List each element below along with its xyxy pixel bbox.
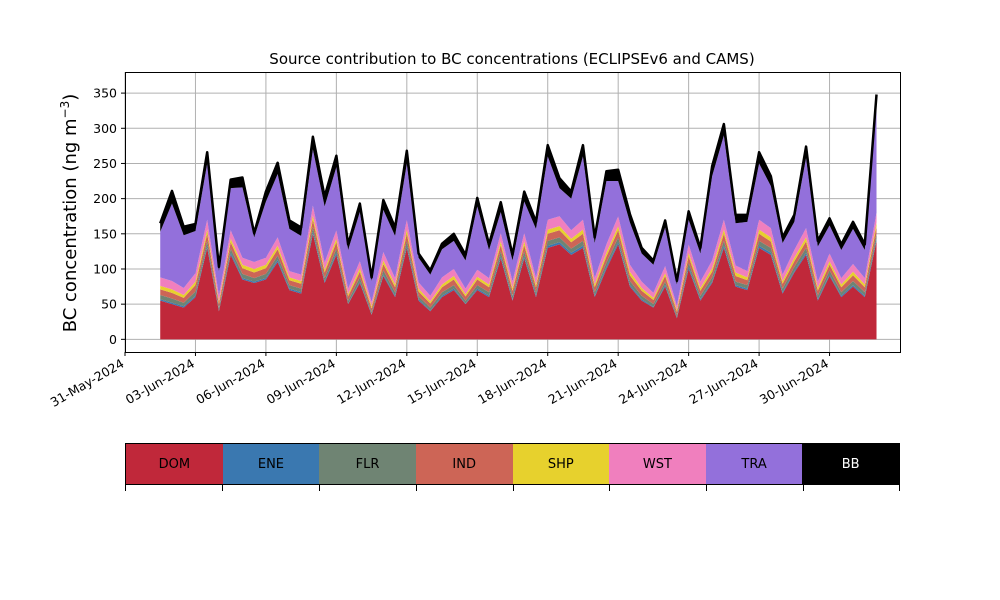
x-tick-label: 30-Jun-2024 [757,356,831,407]
colorbar-ticks [125,485,900,491]
y-axis-label-close: ) [60,94,81,101]
y-axis-label-main: BC concentration (ng m [60,118,81,332]
total-concentration-line [159,94,878,283]
x-tick-label: 06-Jun-2024 [193,356,267,407]
y-tick-label: 50 [101,297,117,312]
colorbar-tick [221,485,223,491]
legend-item-dom: DOM [126,444,223,484]
legend-item-bb: BB [802,444,899,484]
legend-item-shp: SHP [512,444,610,484]
y-tick-label: 300 [93,121,117,136]
x-tick-label: 12-Jun-2024 [334,356,408,407]
y-tick-label: 250 [93,156,117,171]
colorbar-tick [706,485,708,491]
y-tick-label: 350 [93,86,117,101]
area-tra [160,107,877,306]
x-tick-label: 27-Jun-2024 [686,356,760,407]
x-tick-label: 31-May-2024 [48,356,127,410]
x-tick-label: 18-Jun-2024 [475,356,549,407]
colorbar-tick [803,485,805,491]
y-tick-label: 100 [93,261,117,276]
y-tick-label: 0 [109,332,117,347]
area-ind [160,219,877,316]
legend-item-ene: ENE [222,444,320,484]
y-axis-label: BC concentration (ng m−3) [58,94,81,333]
colorbar-tick [899,485,900,491]
y-tick-label: 200 [93,191,117,206]
x-tick-label: 03-Jun-2024 [123,356,197,407]
legend-item-flr: FLR [319,444,416,484]
colorbar-tick [609,485,611,491]
area-dom [160,233,877,340]
x-axis: 31-May-202403-Jun-202406-Jun-202409-Jun-… [48,352,831,410]
total-line [159,94,878,283]
y-axis-label-superscript: −3 [58,101,72,119]
colorbar-tick [125,485,126,491]
colorbar-tick [318,485,320,491]
stacked-areas [160,94,877,340]
chart-title: Source contribution to BC concentrations… [269,50,754,68]
legend-item-ind: IND [415,444,513,484]
y-tick-label: 150 [93,226,117,241]
legend-item-tra: TRA [705,444,803,484]
x-tick-label: 15-Jun-2024 [405,356,479,407]
x-tick-label: 24-Jun-2024 [616,356,690,407]
x-tick-label: 09-Jun-2024 [264,356,338,407]
colorbar-tick [415,485,417,491]
svg-text:BC concentration (ng m−3): BC concentration (ng m−3) [58,94,81,333]
y-axis: 0 50 100 150 200 250 300 350 [93,86,125,347]
x-tick-label: 21-Jun-2024 [546,356,620,407]
area-wst [160,205,877,310]
plot-frame [125,72,901,353]
source-legend-colorbar: DOM ENE FLR IND SHP WST TRA BB [125,443,900,485]
colorbar-tick [512,485,514,491]
legend-item-wst: WST [609,444,706,484]
